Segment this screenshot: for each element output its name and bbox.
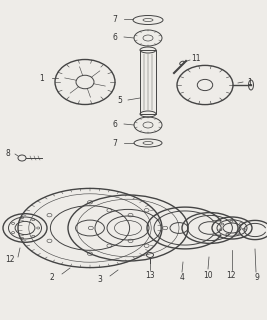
Text: 11: 11 [191,53,201,62]
Text: 12: 12 [5,255,15,265]
Text: 1: 1 [40,74,44,83]
Text: 6: 6 [113,119,117,129]
Text: 10: 10 [203,270,213,279]
Text: 3: 3 [97,276,103,284]
Text: 7: 7 [113,139,117,148]
Text: 7: 7 [113,14,117,23]
Text: 8: 8 [6,148,10,157]
Text: 12: 12 [226,270,236,279]
Text: 13: 13 [145,270,155,279]
Text: 5: 5 [117,95,123,105]
Text: 9: 9 [254,274,260,283]
Text: 2: 2 [50,274,54,283]
Bar [140,50,156,114]
Text: 1: 1 [248,77,252,86]
Text: 6: 6 [113,33,117,42]
Text: 4: 4 [180,274,184,283]
